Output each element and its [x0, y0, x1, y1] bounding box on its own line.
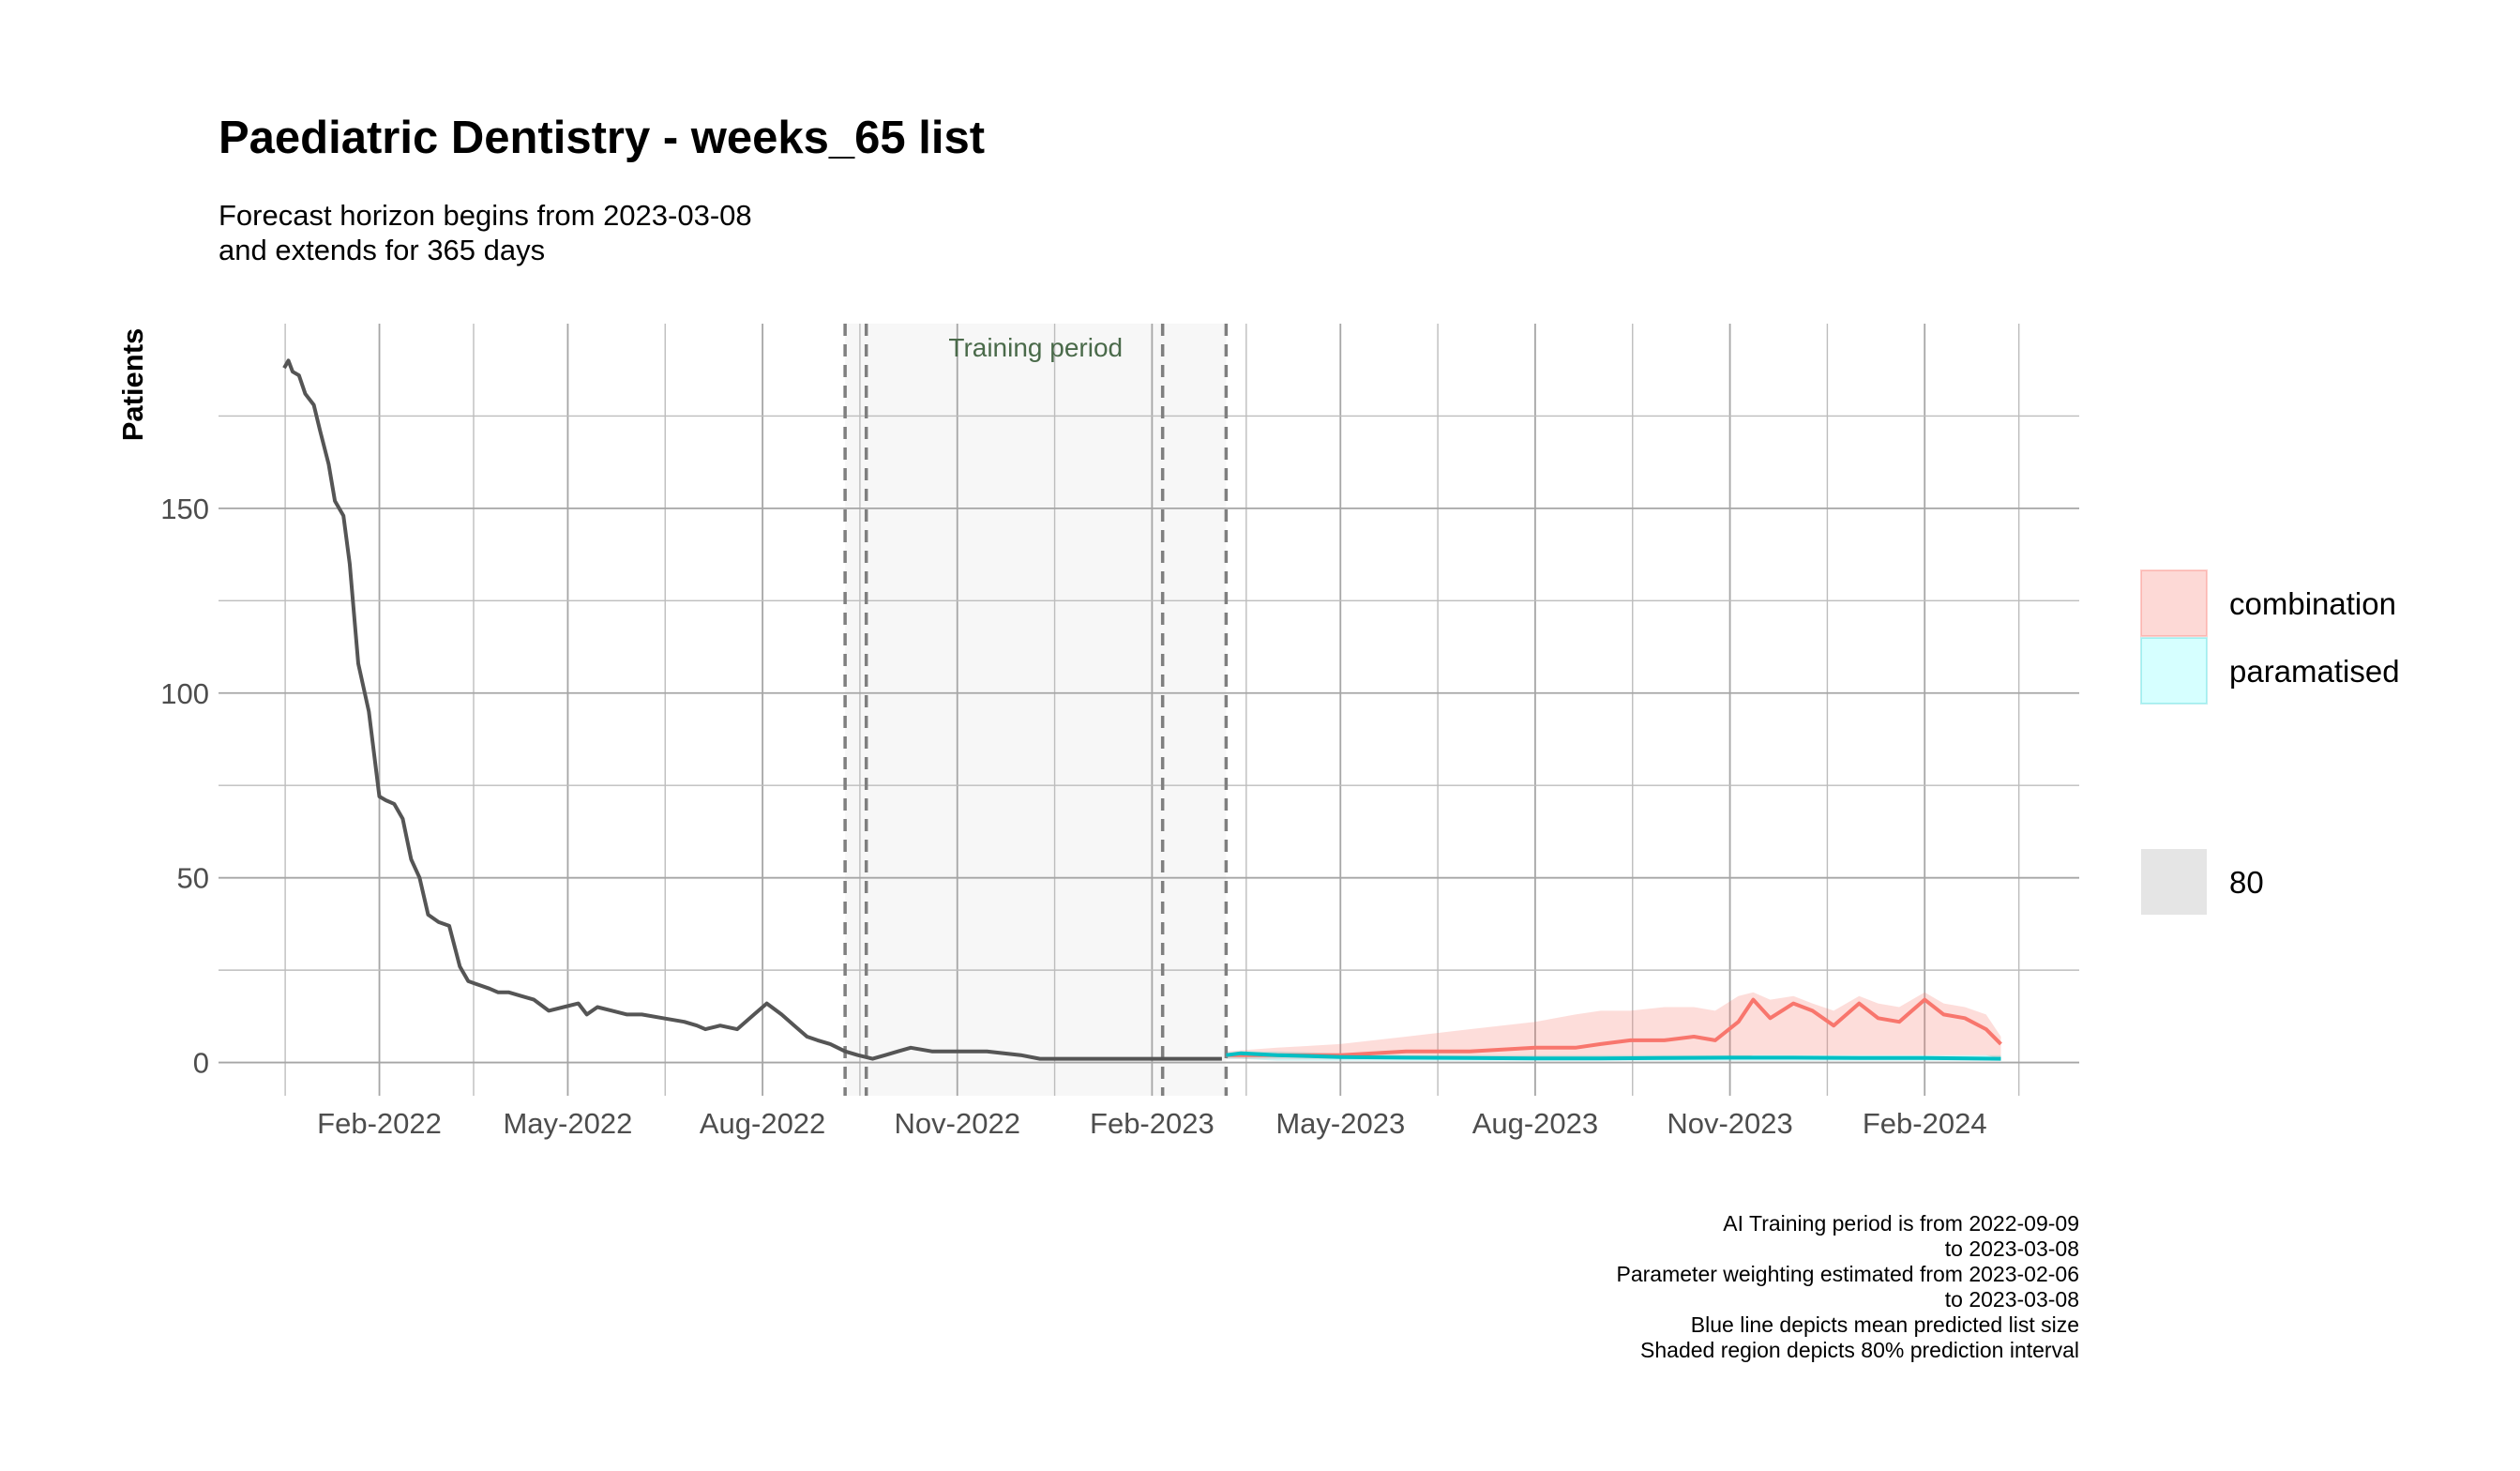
caption-line-3: Parameter weighting estimated from 2023-…	[1617, 1262, 2079, 1286]
plot-grid	[219, 324, 2079, 1096]
legend-label-combination: combination	[2229, 586, 2396, 621]
x-tick-label: Feb-2024	[1863, 1107, 1987, 1140]
chart-subtitle-line-2: and extends for 365 days	[219, 234, 545, 266]
band-combination	[1226, 992, 2001, 1059]
caption-line-5: Blue line depicts mean predicted list si…	[1691, 1312, 2079, 1337]
y-axis-title: Patients	[116, 328, 149, 442]
training-period-shading	[845, 324, 1227, 1096]
x-tick-labels: Feb-2022 May-2022 Aug-2022 Nov-2022 Feb-2023…	[317, 1107, 1986, 1140]
legend-key-paramatised	[2140, 637, 2208, 705]
x-tick-label: Nov-2023	[1667, 1107, 1792, 1140]
training-period-rect	[845, 324, 1227, 1096]
x-tick-label: Feb-2022	[317, 1107, 442, 1140]
series-lines	[282, 358, 2002, 1061]
y-tick-labels: 0 50 100 150	[160, 493, 209, 1080]
line-combination	[1226, 997, 2002, 1057]
training-period-label: Training period	[948, 333, 1123, 362]
legend-label-interval: 80	[2229, 865, 2264, 900]
legend-key-combination	[2140, 569, 2208, 637]
legend-key-interval	[2141, 849, 2207, 915]
x-tick-label: May-2023	[1275, 1107, 1405, 1140]
y-tick-label: 150	[160, 493, 209, 525]
prediction-interval-bands	[1226, 992, 2001, 1061]
x-tick-label: Aug-2023	[1472, 1107, 1598, 1140]
line-observed	[282, 358, 1222, 1061]
x-tick-label: May-2022	[503, 1107, 632, 1140]
line-paramatised	[1226, 1051, 2001, 1061]
y-tick-label: 50	[177, 862, 209, 895]
caption: AI Training period is from 2022-09-09 to…	[1617, 1211, 2079, 1362]
x-tick-label: Nov-2022	[895, 1107, 1020, 1140]
x-tick-label: Aug-2022	[700, 1107, 825, 1140]
caption-line-4: to 2023-03-08	[1945, 1287, 2079, 1312]
legend-label-paramatised: paramatised	[2229, 654, 2400, 689]
caption-line-6: Shaded region depicts 80% prediction int…	[1640, 1338, 2079, 1362]
reference-vlines	[843, 324, 1229, 1096]
chart-title: Paediatric Dentistry - weeks_65 list	[219, 113, 985, 163]
legend: combination paramatised 80	[2140, 569, 2400, 915]
y-tick-label: 0	[193, 1047, 209, 1080]
y-tick-label: 100	[160, 677, 209, 710]
x-tick-label: Feb-2023	[1090, 1107, 1215, 1140]
caption-line-2: to 2023-03-08	[1945, 1236, 2079, 1261]
caption-line-1: AI Training period is from 2022-09-09	[1723, 1211, 2079, 1236]
chart-subtitle-line-1: Forecast horizon begins from 2023-03-08	[219, 199, 752, 232]
